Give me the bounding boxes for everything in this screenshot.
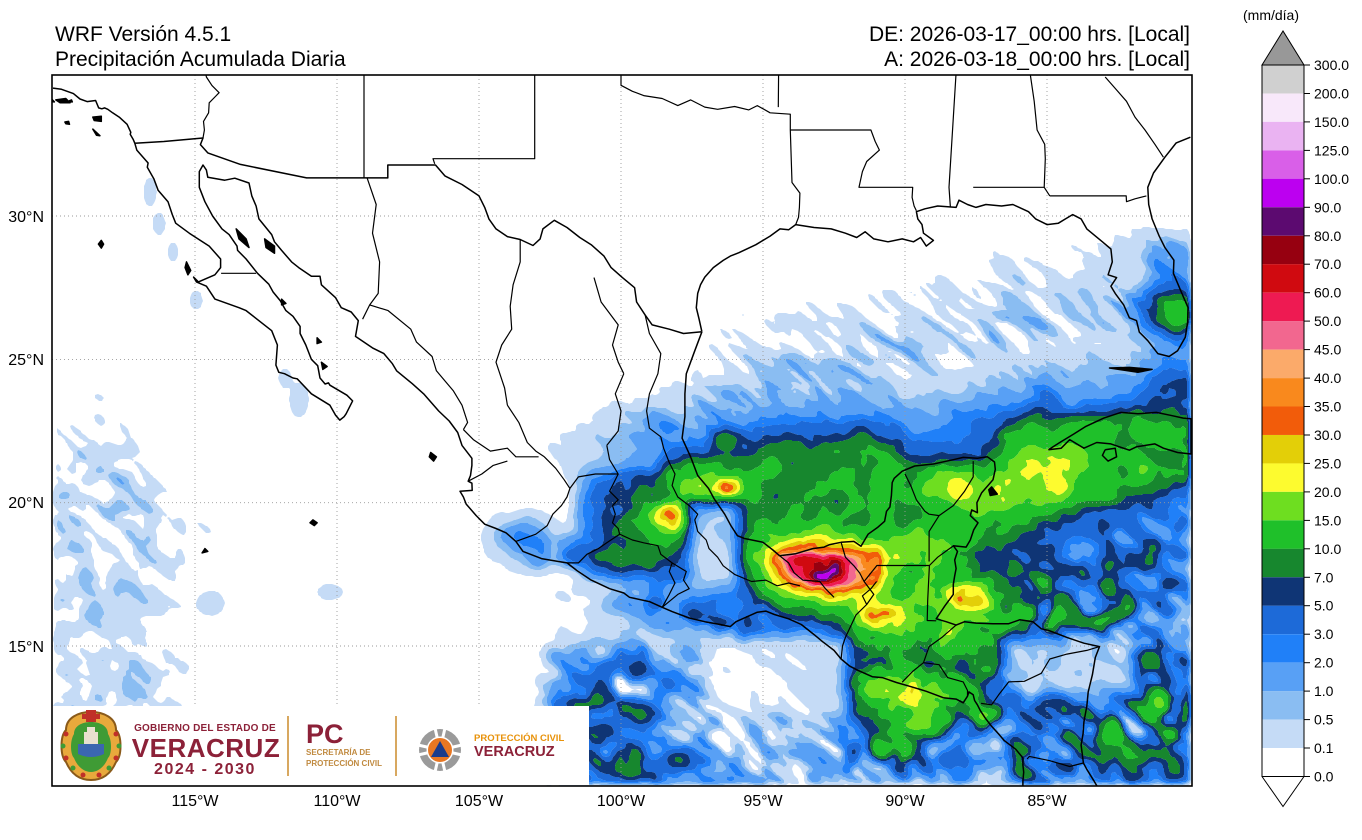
svg-text:20.0: 20.0 [1314,484,1341,500]
svg-text:115°W: 115°W [171,793,219,810]
svg-text:30.0: 30.0 [1314,427,1341,443]
svg-text:100°W: 100°W [597,793,646,810]
svg-text:125.0: 125.0 [1314,142,1349,158]
svg-text:15.0: 15.0 [1314,512,1341,528]
svg-text:25.0: 25.0 [1314,455,1341,471]
svg-text:85°W: 85°W [1027,793,1067,810]
svg-text:PC: PC [306,719,344,749]
svg-text:VERACRUZ: VERACRUZ [474,744,555,760]
svg-text:WRF Versión 4.5.1: WRF Versión 4.5.1 [55,23,231,46]
svg-text:150.0: 150.0 [1314,114,1349,130]
svg-text:SECRETARÍA DE: SECRETARÍA DE [306,748,371,757]
svg-text:DE: 2026-03-17_00:00 hrs. [Loc: DE: 2026-03-17_00:00 hrs. [Local] [869,23,1190,46]
svg-text:50.0: 50.0 [1314,313,1341,329]
svg-text:2.0: 2.0 [1314,655,1334,671]
svg-text:PROTECCIÓN CIVIL: PROTECCIÓN CIVIL [306,759,382,768]
svg-text:40.0: 40.0 [1314,370,1341,386]
svg-text:35.0: 35.0 [1314,399,1341,415]
svg-text:10.0: 10.0 [1314,541,1341,557]
svg-text:15°N: 15°N [8,639,44,656]
svg-text:7.0: 7.0 [1314,569,1334,585]
svg-text:VERACRUZ: VERACRUZ [132,733,280,763]
svg-text:80.0: 80.0 [1314,228,1341,244]
svg-text:0.1: 0.1 [1314,740,1334,756]
svg-text:30°N: 30°N [8,209,44,226]
svg-text:(mm/día): (mm/día) [1243,7,1299,23]
svg-text:1.0: 1.0 [1314,683,1334,699]
svg-text:300.0: 300.0 [1314,57,1349,73]
svg-text:70.0: 70.0 [1314,256,1341,272]
svg-text:60.0: 60.0 [1314,285,1341,301]
svg-text:0.0: 0.0 [1314,769,1334,785]
svg-text:90°W: 90°W [885,793,925,810]
svg-text:20°N: 20°N [8,495,44,512]
svg-text:105°W: 105°W [455,793,504,810]
svg-text:PROTECCIÓN CIVIL: PROTECCIÓN CIVIL [474,732,564,744]
svg-text:Precipitación Acumulada Diaria: Precipitación Acumulada Diaria [55,48,346,71]
svg-text:90.0: 90.0 [1314,199,1341,215]
svg-text:2024 - 2030: 2024 - 2030 [154,761,256,778]
svg-text:A: 2026-03-18_00:00 hrs. [Loca: A: 2026-03-18_00:00 hrs. [Local] [884,48,1190,71]
svg-text:95°W: 95°W [743,793,783,810]
svg-text:45.0: 45.0 [1314,342,1341,358]
svg-text:200.0: 200.0 [1314,86,1349,102]
svg-text:5.0: 5.0 [1314,598,1334,614]
svg-text:0.5: 0.5 [1314,712,1334,728]
svg-text:110°W: 110°W [313,793,361,810]
svg-text:3.0: 3.0 [1314,626,1334,642]
svg-text:100.0: 100.0 [1314,171,1349,187]
svg-text:25°N: 25°N [8,352,44,369]
svg-text:GOBIERNO DEL ESTADO DE: GOBIERNO DEL ESTADO DE [134,723,276,734]
